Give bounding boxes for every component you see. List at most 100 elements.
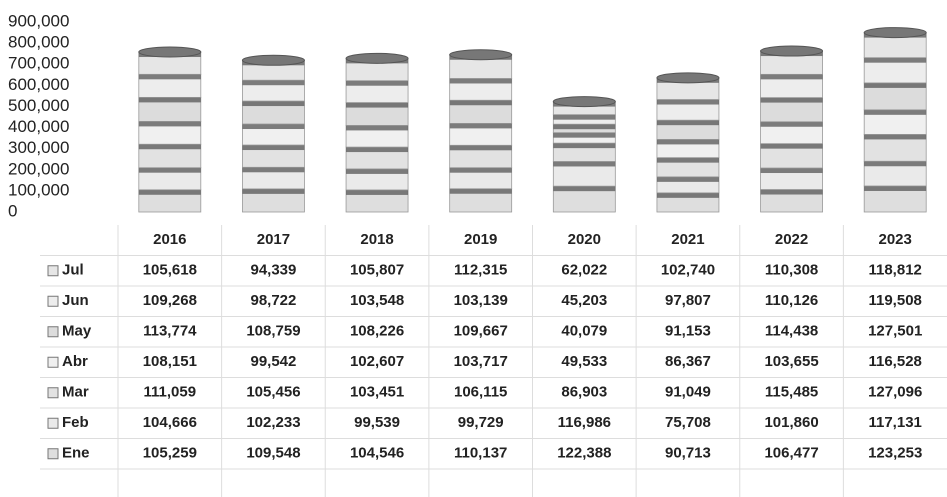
table-cell: 116,986 [558,414,611,431]
category-header: 2018 [360,231,393,248]
table-cell: 90,713 [665,445,711,462]
segment-band [553,143,616,149]
table-cell: 62,022 [561,262,607,279]
segment-band [864,82,927,88]
table-cell: 110,308 [765,262,818,279]
segment-band [346,147,409,153]
table-cell: 97,807 [665,292,711,309]
category-header: 2016 [153,231,186,248]
table-cell: 110,126 [765,292,818,309]
table-cell: 119,508 [868,292,921,309]
table-cell: 45,203 [561,292,607,309]
table-cell: 106,115 [454,384,507,401]
legend-label: Abr [62,353,88,370]
segment-band [138,167,201,173]
table-cell: 108,226 [350,323,404,340]
table-cell: 99,729 [458,414,504,431]
legend-label: Jul [62,262,84,279]
segment-band [656,192,719,198]
y-tick-label: 0 [8,201,17,220]
segment-band [346,80,409,86]
bar-cap [656,72,720,84]
table-cell: 91,049 [665,384,711,401]
table-cell: 115,485 [765,384,818,401]
table-cell: 86,903 [561,384,607,401]
segment-band [346,168,409,174]
table-cell: 103,451 [350,384,404,401]
segment-band [449,167,512,173]
segment-band [346,102,409,108]
table-cell: 116,528 [868,353,921,370]
y-tick-label: 300,000 [8,138,69,157]
bar-cap [138,46,202,58]
table-cell: 108,759 [246,323,300,340]
segment-band [760,143,823,149]
segment-band [553,132,616,138]
legend-label: Feb [62,414,89,431]
table-cell: 117,131 [868,414,921,431]
bar-cap [449,49,513,61]
legend-key [47,356,59,368]
segment-band [864,134,927,140]
segment-band [242,188,305,194]
legend-key [47,295,59,307]
segment-band [346,189,409,195]
segment-band [656,99,719,105]
table-cell: 104,666 [143,414,197,431]
y-tick-label: 200,000 [8,159,69,178]
segment-band [242,101,305,107]
bar-cap [345,52,409,64]
y-tick-label: 500,000 [8,96,69,115]
table-cell: 49,533 [561,353,607,370]
segment-band [553,186,616,192]
segment-band [449,100,512,106]
table-cell: 109,548 [246,445,300,462]
bar-cap [552,96,616,108]
table-cell: 102,607 [350,353,404,370]
segment-band [760,97,823,103]
table-cell: 113,774 [143,323,197,340]
table-cell: 102,233 [246,414,300,431]
segment-band [656,139,719,145]
category-header: 2019 [464,231,497,248]
legend-key [47,326,59,338]
segment-band [760,74,823,80]
y-tick-label: 800,000 [8,33,69,52]
segment-band [553,114,616,120]
table-cell: 98,722 [250,292,296,309]
y-tick-label: 100,000 [8,180,69,199]
segment-band [242,124,305,130]
segment-band [138,97,201,103]
y-tick-label: 900,000 [8,11,69,30]
table-cell: 103,548 [350,292,404,309]
table-cell: 91,153 [665,323,711,340]
segment-band [138,121,201,127]
segment-band [242,167,305,173]
legend-key [47,448,59,460]
table-cell: 99,542 [250,353,296,370]
table-cell: 123,253 [868,445,922,462]
segment-band [864,185,927,191]
table-cell: 106,477 [764,445,818,462]
table-cell: 99,539 [354,414,400,431]
segment-band [864,57,927,63]
legend-key [47,265,59,277]
table-cell: 105,807 [350,262,404,279]
bar-cap [863,27,927,39]
category-header: 2023 [879,231,912,248]
segment-band [138,189,201,195]
segment-band [760,121,823,127]
table-cell: 105,618 [143,262,197,279]
segment-band [760,168,823,174]
y-tick-label: 700,000 [8,54,69,73]
table-cell: 109,667 [454,323,508,340]
table-cell: 127,096 [868,384,922,401]
segment-band [656,120,719,126]
table-cell: 86,367 [665,353,711,370]
table-cell: 110,137 [454,445,507,462]
segment-band [449,78,512,84]
segment-band [346,125,409,131]
table-cell: 112,315 [454,262,507,279]
bar-cap [241,54,305,66]
